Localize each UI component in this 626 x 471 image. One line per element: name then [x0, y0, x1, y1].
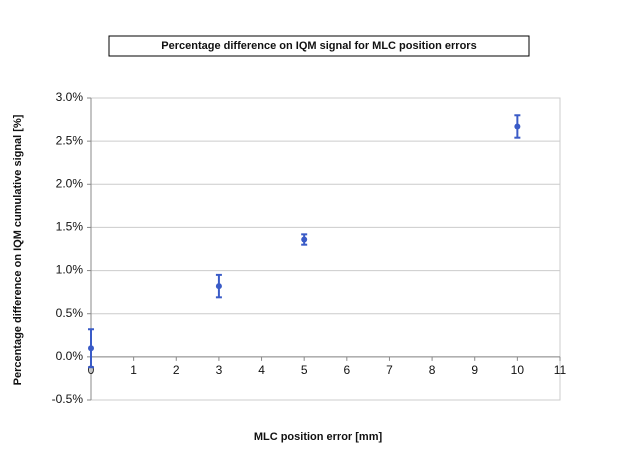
- x-tick-label: 7: [386, 363, 393, 377]
- x-tick-label: 10: [511, 363, 525, 377]
- plot-frame: [90, 97, 561, 401]
- x-tick-label: 6: [343, 363, 350, 377]
- x-tick-label: 0: [88, 363, 95, 377]
- y-tick-label: -0.5%: [52, 392, 84, 406]
- y-axis-title: Percentage difference on IQM cumulative …: [12, 114, 24, 385]
- y-tick-label: 0.0%: [56, 349, 84, 363]
- y-tick-label: 1.0%: [56, 263, 84, 277]
- y-tick-label: 2.0%: [56, 176, 84, 190]
- x-tick-label: 3: [216, 363, 223, 377]
- x-tick-label: 1: [130, 363, 137, 377]
- chart-title: Percentage difference on IQM signal for …: [161, 40, 476, 52]
- x-tick-label: 8: [429, 363, 436, 377]
- y-tick-label: 1.5%: [56, 220, 84, 234]
- x-tick-label: 11: [554, 363, 567, 377]
- x-axis-title: MLC position error [mm]: [254, 431, 383, 443]
- title-box: [108, 35, 530, 57]
- x-tick-label: 2: [173, 363, 180, 377]
- point: [301, 236, 308, 243]
- point: [215, 283, 222, 290]
- y-tick-label: 3.0%: [56, 90, 84, 104]
- x-tick-label: 5: [301, 363, 308, 377]
- y-tick-label: 2.5%: [56, 133, 84, 147]
- point: [88, 345, 94, 352]
- point: [514, 123, 521, 130]
- x-tick-label: 9: [471, 363, 478, 377]
- y-tick-label: 0.5%: [56, 306, 84, 320]
- x-tick-label: 4: [258, 363, 265, 377]
